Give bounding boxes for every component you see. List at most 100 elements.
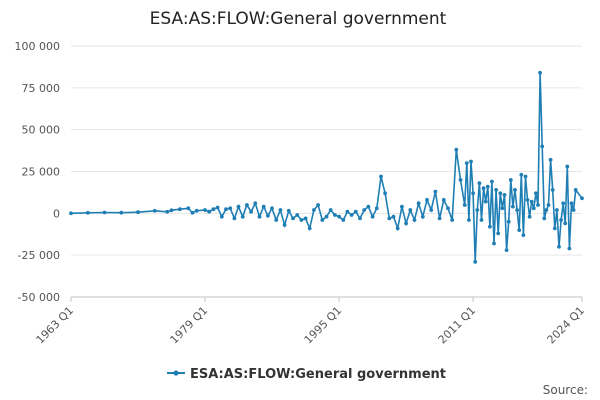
data-point[interactable] <box>557 244 561 249</box>
data-point[interactable] <box>573 188 578 192</box>
data-point[interactable] <box>299 218 304 222</box>
data-point[interactable] <box>232 216 237 221</box>
data-point[interactable] <box>307 226 312 231</box>
data-point[interactable] <box>550 188 555 192</box>
data-point[interactable] <box>169 208 174 213</box>
data-point[interactable] <box>425 198 429 202</box>
data-point[interactable] <box>544 208 549 212</box>
data-point[interactable] <box>513 188 517 192</box>
data-point[interactable] <box>523 174 528 179</box>
data-point[interactable] <box>257 214 262 219</box>
data-point[interactable] <box>548 157 553 162</box>
data-point[interactable] <box>178 207 182 212</box>
data-point[interactable] <box>379 174 383 179</box>
data-point[interactable] <box>240 214 245 219</box>
data-point[interactable] <box>515 208 519 212</box>
data-point[interactable] <box>534 191 538 196</box>
data-point[interactable] <box>228 206 233 211</box>
data-point[interactable] <box>441 198 446 202</box>
data-point[interactable] <box>295 213 300 217</box>
data-point[interactable] <box>464 161 469 166</box>
data-point[interactable] <box>525 198 530 202</box>
data-point[interactable] <box>333 213 337 217</box>
data-point[interactable] <box>477 181 482 186</box>
data-point[interactable] <box>253 201 258 206</box>
data-point[interactable] <box>485 184 490 189</box>
data-point[interactable] <box>165 209 170 214</box>
data-point[interactable] <box>412 218 417 222</box>
data-point[interactable] <box>374 206 379 211</box>
data-point[interactable] <box>467 218 471 222</box>
data-point[interactable] <box>519 172 524 177</box>
data-point[interactable] <box>569 201 574 206</box>
data-point[interactable] <box>506 219 511 224</box>
data-point[interactable] <box>571 208 576 212</box>
data-point[interactable] <box>337 214 341 219</box>
data-point[interactable] <box>429 208 434 212</box>
data-point[interactable] <box>561 201 566 206</box>
data-point[interactable] <box>527 214 532 219</box>
data-point[interactable] <box>538 70 542 75</box>
data-point[interactable] <box>546 203 551 207</box>
data-point[interactable] <box>479 218 484 222</box>
data-point[interactable] <box>416 201 421 206</box>
data-point[interactable] <box>69 211 73 216</box>
data-point[interactable] <box>286 208 291 213</box>
data-point[interactable] <box>345 209 350 214</box>
legend[interactable]: ESA:AS:FLOW:General government <box>167 367 446 382</box>
data-point[interactable] <box>190 210 195 215</box>
data-point[interactable] <box>316 203 320 207</box>
data-point[interactable] <box>136 210 140 215</box>
data-point[interactable] <box>102 210 107 215</box>
data-point[interactable] <box>85 210 90 215</box>
data-point[interactable] <box>475 208 480 212</box>
data-point[interactable] <box>324 214 329 219</box>
data-point[interactable] <box>492 241 496 246</box>
data-point[interactable] <box>278 208 283 212</box>
data-point[interactable] <box>341 218 346 222</box>
data-point[interactable] <box>270 206 274 211</box>
data-point[interactable] <box>400 204 404 209</box>
data-point[interactable] <box>274 218 279 222</box>
data-point[interactable] <box>529 199 534 204</box>
data-point[interactable] <box>498 191 503 196</box>
data-point[interactable] <box>458 178 463 182</box>
data-point[interactable] <box>531 206 536 211</box>
data-point[interactable] <box>266 213 270 218</box>
data-point[interactable] <box>328 208 333 212</box>
data-point[interactable] <box>119 210 124 215</box>
data-point[interactable] <box>540 144 545 149</box>
data-point[interactable] <box>454 147 459 152</box>
data-point[interactable] <box>312 208 316 212</box>
data-point[interactable] <box>282 223 287 227</box>
data-point[interactable] <box>362 208 367 212</box>
data-point[interactable] <box>469 159 473 164</box>
data-point[interactable] <box>236 204 241 209</box>
data-point[interactable] <box>508 178 513 182</box>
data-point[interactable] <box>511 204 515 209</box>
data-point[interactable] <box>502 193 507 197</box>
data-point[interactable] <box>404 221 408 226</box>
data-point[interactable] <box>496 231 501 236</box>
data-point[interactable] <box>245 203 249 207</box>
data-point[interactable] <box>320 218 325 222</box>
data-point[interactable] <box>203 208 207 212</box>
data-point[interactable] <box>521 233 526 238</box>
data-point[interactable] <box>353 209 358 214</box>
data-point[interactable] <box>462 203 467 207</box>
data-point[interactable] <box>555 208 559 212</box>
data-point[interactable] <box>437 216 442 221</box>
data-point[interactable] <box>580 196 584 201</box>
data-point[interactable] <box>565 164 570 169</box>
data-point[interactable] <box>408 208 413 212</box>
data-point[interactable] <box>370 214 375 219</box>
data-point[interactable] <box>391 214 396 219</box>
data-point[interactable] <box>186 206 191 211</box>
data-point[interactable] <box>291 216 295 221</box>
data-point[interactable] <box>471 191 475 196</box>
data-point[interactable] <box>215 205 220 210</box>
data-point[interactable] <box>211 207 216 212</box>
data-point[interactable] <box>490 179 494 184</box>
data-point[interactable] <box>563 221 568 226</box>
data-point[interactable] <box>494 188 498 192</box>
